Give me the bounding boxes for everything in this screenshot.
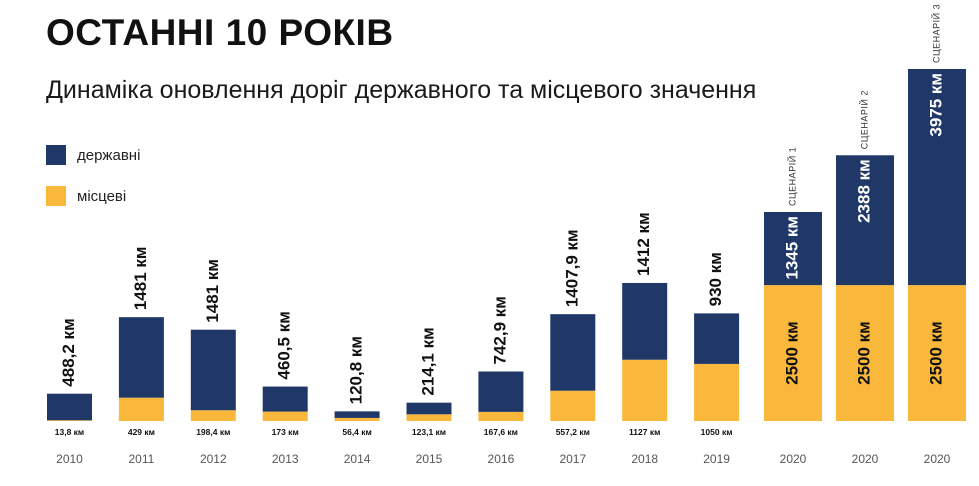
data-label-state-2017: 1407,9 км [562, 229, 581, 307]
x-tick-label: 2015 [416, 452, 443, 466]
chart-title: ОСТАННІ 10 РОКІВ [46, 12, 394, 53]
data-label-local-2017: 557,2 км [556, 427, 590, 437]
data-label-state-2010: 488,2 км [59, 318, 78, 386]
x-tick-label: 2020 [780, 452, 807, 466]
bar-local-2013 [262, 411, 308, 421]
data-label-state-2020: 2388 км [854, 159, 873, 223]
data-label-state-2012: 1481 км [203, 259, 222, 323]
scenario-label-2: СЦЕНАРІЙ 2 [858, 90, 869, 149]
data-label-state-2015: 214,1 км [418, 327, 437, 395]
x-tick-label: 2017 [559, 452, 586, 466]
data-label-local-2014: 56,4 км [342, 427, 371, 437]
bar-state-2011 [118, 317, 164, 398]
data-label-local-2011: 429 км [128, 427, 155, 437]
legend-swatch-local [46, 186, 66, 206]
data-label-state-2014: 120,8 км [347, 336, 366, 404]
data-label-local-2012: 198,4 км [196, 427, 230, 437]
bar-state-2013 [262, 386, 308, 412]
bar-state-2012 [190, 329, 236, 411]
chart-subtitle: Динаміка оновлення доріг державного та м… [46, 76, 757, 104]
bar-local-2019 [694, 363, 740, 421]
bar-state-2020 [836, 155, 894, 286]
x-tick-label: 2011 [128, 452, 154, 466]
data-label-local-2018: 1127 км [629, 427, 660, 437]
bar-local-2014 [334, 417, 380, 421]
bar-local-2017 [550, 390, 596, 421]
bar-state-2010 [47, 393, 92, 421]
legend-label-local: місцеві [77, 187, 127, 205]
x-tick-label: 2016 [488, 452, 515, 466]
scenario-label-3: СЦЕНАРІЙ 3 [930, 4, 941, 63]
bar-state-2016 [478, 371, 524, 412]
legend-swatch-state [46, 145, 66, 165]
x-tick-label: 2020 [852, 452, 879, 466]
bar-state-2017 [550, 314, 596, 391]
bar-local-2020 [836, 285, 894, 421]
data-label-local-2016: 167,6 км [484, 427, 518, 437]
bar-local-2016 [478, 411, 524, 421]
data-label-local-2013: 173 км [272, 427, 299, 437]
data-label-local-2020: 2500 км [782, 321, 801, 385]
bar-local-2020 [908, 285, 966, 421]
data-label-local-2020: 2500 км [854, 321, 873, 385]
data-label-local-2015: 123,1 км [412, 427, 446, 437]
legend-item-local: місцеві [46, 186, 126, 206]
bar-local-2018 [622, 359, 668, 421]
data-label-state-2020: 3975 км [926, 73, 945, 137]
x-tick-label: 2019 [703, 452, 730, 466]
x-tick-label: 2018 [631, 452, 658, 466]
x-tick-label: 2020 [924, 452, 951, 466]
bar-state-2020 [908, 69, 966, 286]
bar-state-2014 [334, 411, 380, 418]
data-label-state-2020: 1345 км [782, 216, 801, 280]
x-tick-label: 2010 [56, 452, 83, 466]
data-label-state-2016: 742,9 км [490, 296, 509, 364]
bar-local-2010 [47, 420, 92, 421]
data-label-state-2013: 460,5 км [275, 311, 294, 379]
data-label-state-2019: 930 км [706, 252, 725, 306]
bar-local-2011 [118, 397, 164, 421]
x-tick-label: 2013 [272, 452, 299, 466]
bar-state-2015 [406, 402, 452, 415]
bar-state-2018 [622, 282, 668, 360]
legend-item-state: державні [46, 145, 140, 165]
x-tick-label: 2012 [200, 452, 227, 466]
data-label-local-2010: 13,8 км [55, 427, 84, 437]
x-tick-label: 2014 [344, 452, 371, 466]
bar-local-2012 [190, 410, 236, 421]
scenario-label-1: СЦЕНАРІЙ 1 [786, 147, 797, 206]
data-label-local-2019: 1050 км [701, 427, 733, 437]
legend-label-state: державні [77, 146, 141, 164]
bar-state-2020 [764, 211, 822, 286]
bar-local-2015 [406, 414, 452, 421]
data-label-local-2020: 2500 км [926, 321, 945, 385]
bar-local-2020 [764, 285, 822, 421]
bar-state-2019 [694, 313, 740, 364]
data-label-state-2018: 1412 км [634, 212, 653, 276]
data-label-state-2011: 1481 км [131, 247, 150, 311]
